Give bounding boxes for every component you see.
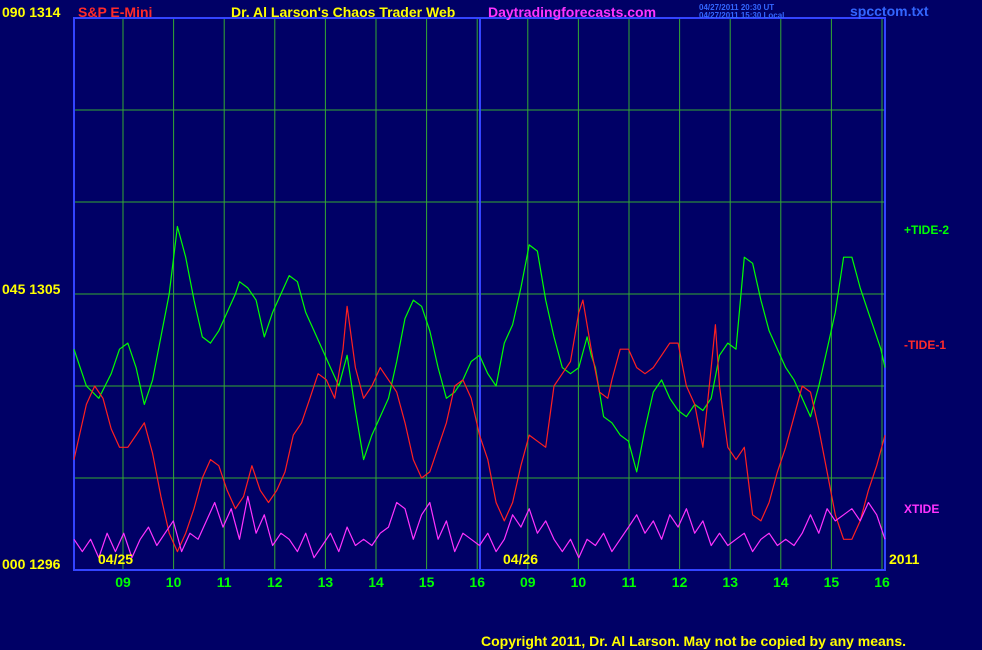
x-tick-label: 12 bbox=[672, 574, 688, 590]
year-label: 2011 bbox=[889, 551, 920, 567]
axis-label-mid: 045 1305 bbox=[2, 281, 61, 297]
x-tick-label: 16 bbox=[874, 574, 890, 590]
x-tick-label: 13 bbox=[722, 574, 738, 590]
site-name: Daytradingforecasts.com bbox=[488, 4, 657, 20]
legend-tide2: +TIDE-2 bbox=[904, 223, 950, 237]
x-tick-label: 15 bbox=[419, 574, 435, 590]
x-tick-label: 09 bbox=[520, 574, 536, 590]
series-line-xtide bbox=[73, 495, 886, 559]
x-tick-label: 15 bbox=[824, 574, 840, 590]
timestamp-utc: 04/27/2011 20:30 UT bbox=[699, 3, 775, 12]
x-tick-label: 11 bbox=[622, 574, 637, 590]
axis-label-bottom: 000 1296 bbox=[2, 556, 61, 572]
series-line-tide2 bbox=[73, 225, 886, 473]
series-line-tide1 bbox=[73, 299, 886, 553]
chart-title: Dr. Al Larson's Chaos Trader Web bbox=[231, 4, 456, 20]
x-tick-label: 11 bbox=[217, 574, 232, 590]
x-tick-label: 14 bbox=[773, 574, 789, 590]
date-label-2: 04/26 bbox=[503, 551, 539, 567]
timestamp-local: 04/27/2011 15:30 Local bbox=[699, 11, 785, 20]
symbol-title: S&P E-Mini bbox=[78, 4, 153, 20]
series-layer bbox=[73, 225, 886, 559]
file-name: spcctom.txt bbox=[850, 3, 929, 19]
x-tick-label: 10 bbox=[571, 574, 587, 590]
x-tick-labels: 09 10 11 12 13 14 15 16 09 10 11 12 13 14 15 16 bbox=[115, 574, 890, 590]
x-tick-label: 14 bbox=[368, 574, 384, 590]
x-tick-label: 12 bbox=[267, 574, 283, 590]
x-tick-label: 09 bbox=[115, 574, 131, 590]
x-tick-label: 16 bbox=[469, 574, 485, 590]
copyright: Copyright 2011, Dr. Al Larson. May not b… bbox=[481, 633, 907, 649]
axis-label-top: 090 1314 bbox=[2, 4, 61, 20]
legend-xtide: XTIDE bbox=[904, 502, 940, 516]
date-label-1: 04/25 bbox=[98, 551, 134, 567]
x-tick-label: 10 bbox=[166, 574, 182, 590]
x-tick-label: 13 bbox=[318, 574, 334, 590]
legend-tide1: -TIDE-1 bbox=[904, 338, 946, 352]
